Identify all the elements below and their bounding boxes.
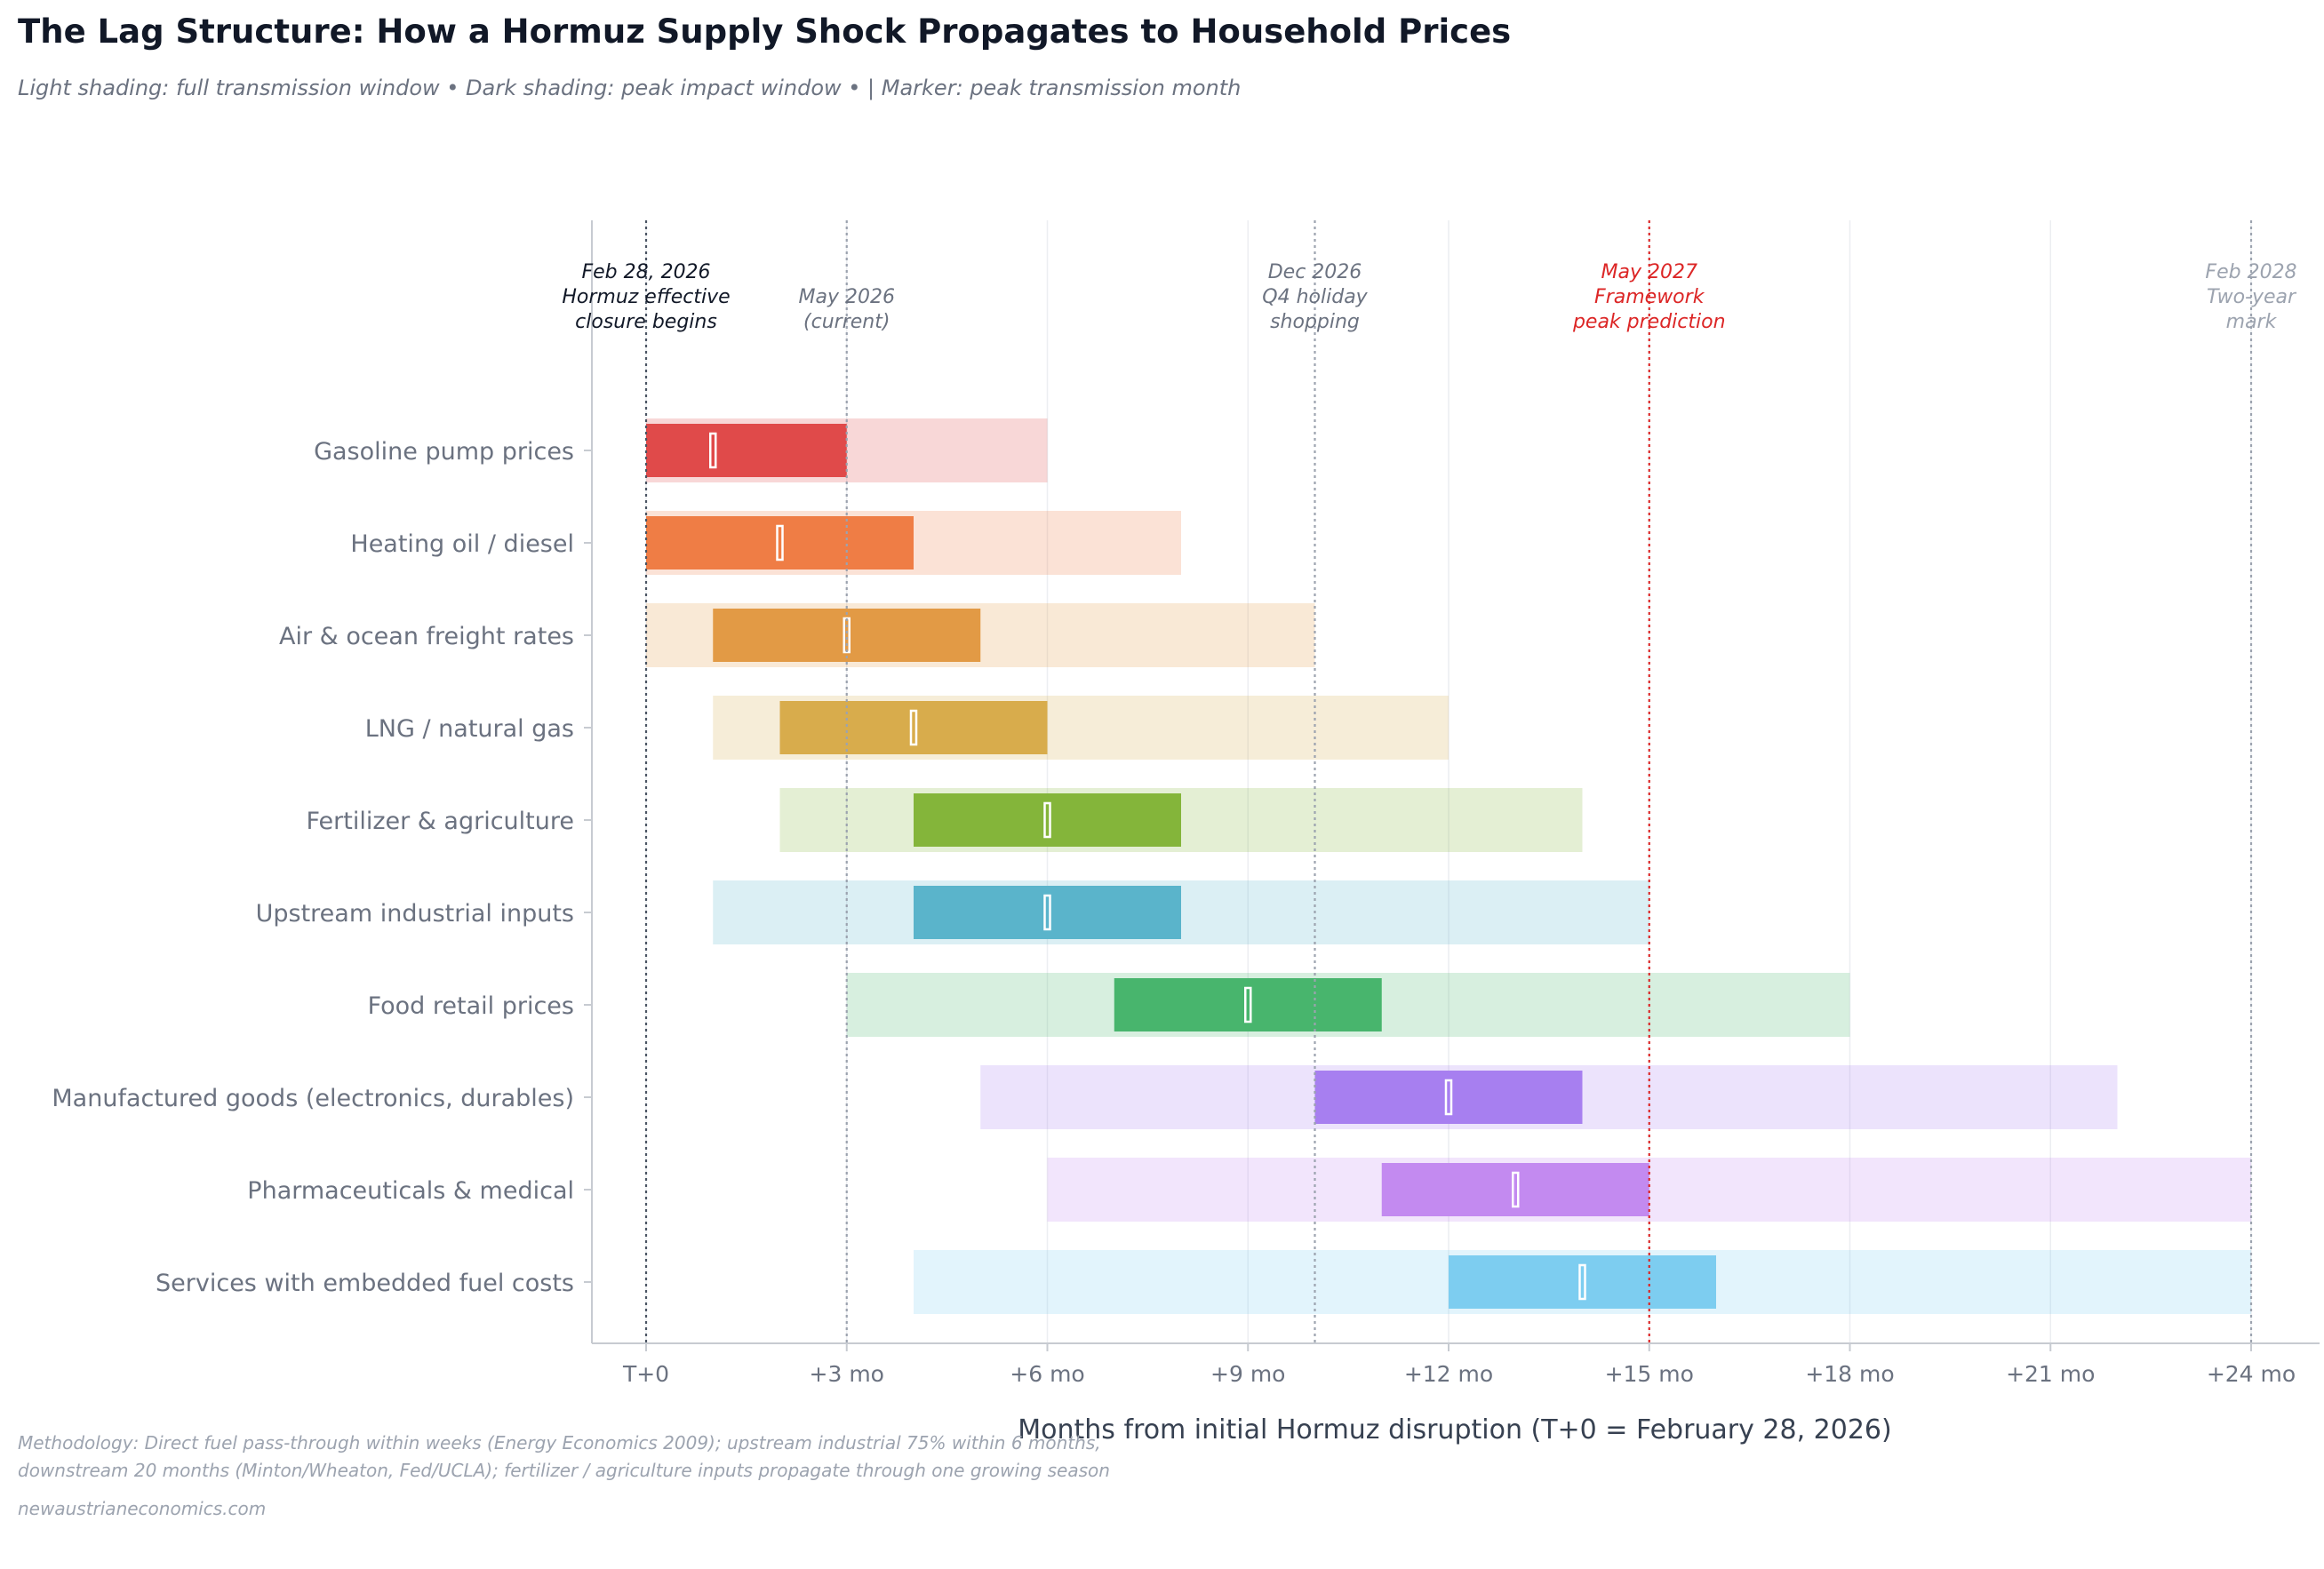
category-label: Services with embedded fuel costs	[156, 1270, 574, 1297]
chart-subtitle: Light shading: full transmission window …	[18, 76, 1242, 100]
category-label: Air & ocean freight rates	[279, 623, 574, 650]
peak-window-bar	[646, 424, 847, 477]
annotation-text: Feb 28, 2026	[581, 261, 710, 283]
annotation-text: Dec 2026	[1268, 261, 1362, 283]
annotation-text: Two-year	[2207, 286, 2297, 308]
peak-marker	[1512, 1171, 1520, 1208]
x-tick-label: +18 mo	[1805, 1361, 1894, 1387]
axis-layer: T+0 +3 mo +6 mo +9 mo +12 mo +15 mo +18 mo +21 …	[52, 220, 2320, 1446]
chart-title: The Lag Structure: How a Hormuz Supply S…	[18, 12, 1512, 51]
methodology-note-line-2: downstream 20 months (Minton/Wheaton, Fe…	[18, 1460, 1110, 1481]
annotation-text: closure begins	[575, 311, 717, 333]
category-label: Heating oil / diesel	[350, 530, 574, 558]
bar-layer	[646, 418, 2251, 1314]
peak-marker	[1578, 1263, 1586, 1301]
x-tick-label: +9 mo	[1210, 1361, 1285, 1387]
peak-marker	[709, 432, 717, 469]
annotation-text: Framework	[1594, 286, 1705, 308]
peak-marker	[1043, 894, 1051, 931]
annotation-text: Feb 2028	[2205, 261, 2296, 283]
annotation-text: May 2026	[799, 286, 895, 308]
methodology-note-line-1: Methodology: Direct fuel pass-through wi…	[18, 1432, 1101, 1454]
category-label: Manufactured goods (electronics, durable…	[52, 1085, 574, 1112]
label-layer: Feb 28, 2026 Hormuz effective closure begi…	[562, 261, 2297, 333]
category-label: Gasoline pump prices	[314, 438, 574, 466]
annotation-text: peak prediction	[1572, 311, 1726, 333]
annotation-text: (current)	[803, 311, 890, 333]
peak-marker	[776, 524, 784, 561]
peak-marker	[843, 617, 851, 654]
x-tick-label: +15 mo	[1605, 1361, 1694, 1387]
category-label: Food retail prices	[368, 992, 574, 1020]
reference-lines-layer	[644, 220, 2253, 1343]
peak-marker	[1244, 986, 1252, 1023]
annotation-text: Hormuz effective	[562, 286, 730, 308]
x-tick-label: T+0	[622, 1361, 669, 1387]
annotation-text: May 2027	[1601, 261, 1697, 283]
peak-marker	[1444, 1079, 1453, 1116]
x-tick-label: +12 mo	[1404, 1361, 1493, 1387]
source-credit: newaustrianeconomics.com	[18, 1498, 267, 1519]
annotation-text: Q4 holiday	[1262, 286, 1368, 308]
category-label: Upstream industrial inputs	[256, 900, 574, 928]
category-label: LNG / natural gas	[365, 715, 574, 743]
annotation-text: mark	[2226, 311, 2278, 333]
x-tick-label: +6 mo	[1010, 1361, 1084, 1387]
x-axis-label: Months from initial Hormuz disruption (T…	[1018, 1414, 1891, 1446]
x-tick-label: +21 mo	[2006, 1361, 2095, 1387]
peak-marker	[909, 709, 918, 746]
x-tick-label: +3 mo	[810, 1361, 884, 1387]
peak-marker	[1043, 801, 1051, 839]
category-label: Fertilizer & agriculture	[306, 808, 574, 835]
category-label: Pharmaceuticals & medical	[247, 1177, 574, 1205]
annotation-text: shopping	[1270, 311, 1360, 333]
x-tick-label: +24 mo	[2207, 1361, 2296, 1387]
